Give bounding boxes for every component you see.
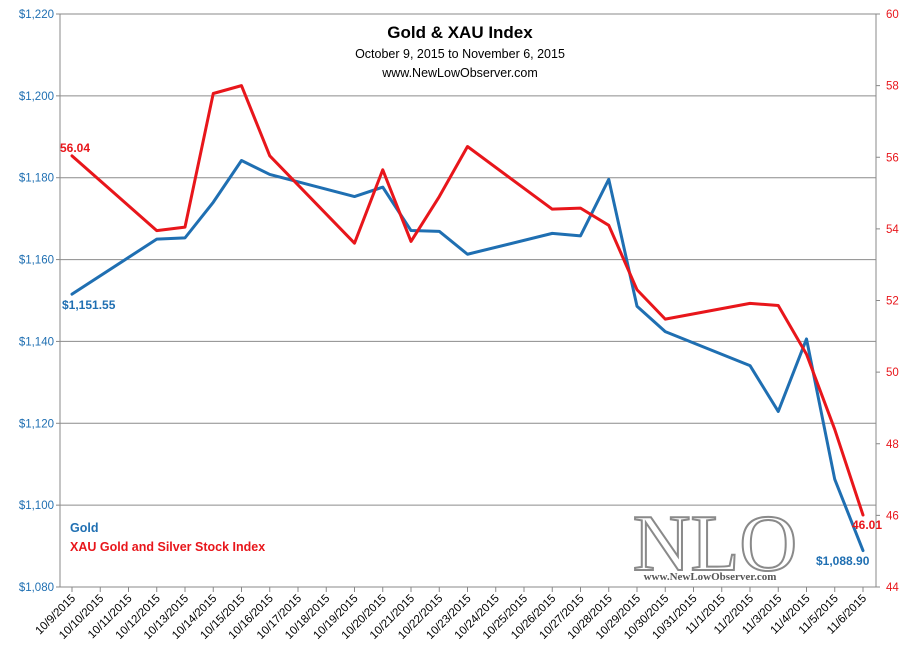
right-axis: 44 46 48 50 52 54 56 58 60 [876,9,899,594]
plot-area [59,13,877,588]
legend-xau: XAU Gold and Silver Stock Index [70,540,265,554]
right-tick-label: 60 [886,9,899,21]
legend-gold: Gold [70,521,98,535]
watermark-url: www.NewLowObserver.com [644,571,777,583]
left-tick-label: $1,200 [19,91,54,103]
data-label-xau-start: 56.04 [60,141,90,155]
left-tick-label: $1,140 [19,336,54,348]
right-tick-label: 56 [886,152,899,164]
left-tick-label: $1,160 [19,255,54,267]
data-label-gold-start: $1,151.55 [62,298,116,312]
watermark-logo: NLO [633,500,797,588]
chart-title: Gold & XAU Index [387,23,533,42]
right-tick-label: 50 [886,367,899,379]
watermark: NLO www.NewLowObserver.com [632,499,798,589]
left-tick-label: $1,180 [19,173,54,185]
right-tick-label: 46 [886,510,899,522]
data-label-gold-end: $1,088.90 [816,554,870,568]
right-tick-label: 48 [886,439,899,451]
data-label-xau-end: 46.01 [852,518,882,532]
left-tick-label: $1,120 [19,418,54,430]
right-tick-label: 44 [886,582,899,594]
series-lines [70,84,865,553]
left-tick-label: $1,080 [19,582,54,594]
right-tick-label: 58 [886,81,899,93]
right-tick-label: 54 [886,224,899,236]
left-tick-label: $1,220 [19,9,54,21]
chart-website: www.NewLowObserver.com [381,66,538,80]
left-tick-label: $1,100 [19,500,54,512]
x-axis: 10/9/201510/10/201510/11/201510/12/20151… [33,587,869,642]
right-tick-label: 52 [886,296,899,308]
left-axis: $1,080 $1,100 $1,120 $1,140 $1,160 $1,180 $1,2… [19,9,60,594]
chart-subtitle: October 9, 2015 to November 6, 2015 [355,47,565,61]
